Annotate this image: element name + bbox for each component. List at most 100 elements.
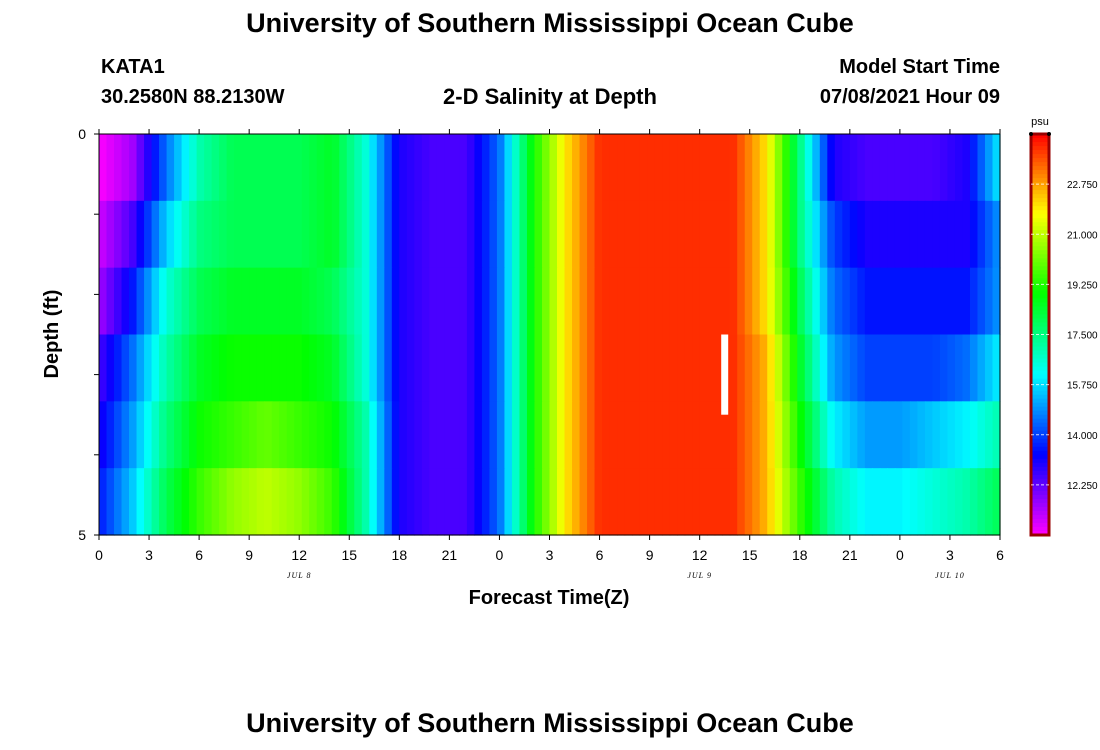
heatmap-cell	[226, 468, 235, 536]
heatmap-cell	[744, 334, 753, 402]
heatmap-cell	[511, 200, 521, 269]
colorbar-step	[1031, 366, 1049, 372]
heatmap-cell	[189, 401, 198, 469]
heatmap-cell	[451, 134, 460, 202]
heatmap-cell	[767, 267, 776, 336]
heatmap-cell	[662, 200, 671, 269]
heatmap-cell	[609, 200, 618, 269]
heatmap-cell	[136, 267, 145, 336]
heatmap-cell	[819, 468, 828, 536]
heatmap-cell	[947, 200, 956, 269]
heatmap-cell	[99, 401, 108, 469]
heatmap-cell	[549, 334, 558, 402]
colorbar-step	[1031, 438, 1049, 444]
heatmap-cell	[864, 134, 873, 202]
colorbar-unit-label: psu	[1031, 116, 1049, 128]
heatmap-cell	[459, 334, 468, 402]
heatmap-cell	[256, 334, 265, 402]
heatmap-cell	[526, 401, 536, 469]
colorbar-step	[1031, 422, 1049, 428]
heatmap-cell	[647, 401, 656, 469]
heatmap-cell	[932, 401, 941, 469]
heatmap-cell	[564, 334, 573, 402]
x-tick-label: 12	[692, 547, 708, 563]
heatmap-cell	[369, 334, 378, 402]
heatmap-cell	[346, 200, 355, 269]
heatmap-cell	[159, 468, 168, 536]
heatmap-cell	[887, 200, 896, 269]
footer-title: University of Southern Mississippi Ocean…	[246, 708, 854, 738]
heatmap-cell	[902, 200, 911, 269]
heatmap-cell	[864, 334, 873, 402]
heatmap-cell	[909, 334, 919, 402]
heatmap-cell	[474, 468, 483, 536]
heatmap-cell	[234, 401, 243, 469]
heatmap-cell	[99, 267, 108, 336]
heatmap-cell	[414, 200, 423, 269]
heatmap-cell	[361, 334, 370, 402]
heatmap-cell	[166, 200, 175, 269]
heatmap-cell	[226, 334, 235, 402]
heatmap-cell	[834, 468, 843, 536]
heatmap-cell	[887, 468, 896, 536]
heatmap-cell	[309, 468, 318, 536]
heatmap-cell	[249, 334, 258, 402]
heatmap-cell	[579, 134, 588, 202]
heatmap-cell	[827, 401, 836, 469]
heatmap-cell	[789, 134, 798, 202]
colorbar-step	[1031, 354, 1049, 360]
colorbar-step	[1031, 454, 1049, 460]
heatmap-cell	[114, 401, 123, 469]
heatmap-cell	[226, 200, 235, 269]
colorbar-tick-label: 21.000	[1067, 230, 1098, 241]
heatmap-cell	[144, 200, 153, 269]
heatmap-cell	[436, 134, 445, 202]
heatmap-cell	[954, 267, 964, 336]
colorbar-step	[1031, 446, 1049, 452]
colorbar-step	[1031, 302, 1049, 308]
colorbar-step	[1031, 350, 1049, 356]
heatmap-cell	[984, 334, 994, 402]
heatmap-cell	[857, 134, 866, 202]
heatmap-cell	[159, 401, 168, 469]
heatmap-cell	[744, 134, 753, 202]
heatmap-cell	[684, 401, 693, 469]
x-tick-label: 0	[896, 547, 904, 563]
colorbar-step	[1031, 186, 1049, 191]
heatmap-cell	[474, 200, 483, 269]
heatmap-cell	[849, 200, 858, 269]
heatmap-cell	[436, 267, 445, 336]
colorbar-corner-dot	[1047, 132, 1051, 136]
heatmap-cell	[699, 200, 708, 269]
heatmap-cell	[406, 334, 415, 402]
heatmap-cell	[857, 468, 866, 536]
heatmap-cell	[587, 200, 596, 269]
heatmap-cell	[489, 401, 498, 469]
heatmap-cell	[572, 401, 581, 469]
heatmap-cell	[294, 134, 303, 202]
heatmap-cell	[249, 134, 258, 202]
heatmap-cell	[309, 134, 318, 202]
colorbar-step	[1031, 498, 1049, 504]
colorbar: psu 22.750 21.000 19.250 17.500 15.750 14.000 1…	[1029, 116, 1098, 537]
heatmap-cell	[549, 200, 558, 269]
heatmap-cell	[744, 468, 753, 536]
heatmap-cell	[894, 200, 903, 269]
heatmap-cell	[759, 468, 768, 536]
colorbar-step	[1031, 510, 1049, 516]
heatmap-cell	[346, 468, 355, 536]
heatmap-cell	[361, 267, 370, 336]
heatmap-cell	[219, 267, 228, 336]
heatmap-cell	[399, 401, 408, 469]
heatmap-cell	[339, 267, 348, 336]
heatmap-cell	[557, 267, 566, 336]
heatmap-cell	[654, 267, 663, 336]
heatmap-cell	[864, 401, 873, 469]
heatmap-cell	[496, 200, 506, 269]
heatmap-cell	[429, 468, 438, 536]
colorbar-step	[1031, 218, 1049, 223]
heatmap-cell	[864, 200, 873, 269]
heatmap-cell	[917, 334, 926, 402]
heatmap-cell	[782, 267, 791, 336]
colorbar-step	[1031, 502, 1049, 508]
